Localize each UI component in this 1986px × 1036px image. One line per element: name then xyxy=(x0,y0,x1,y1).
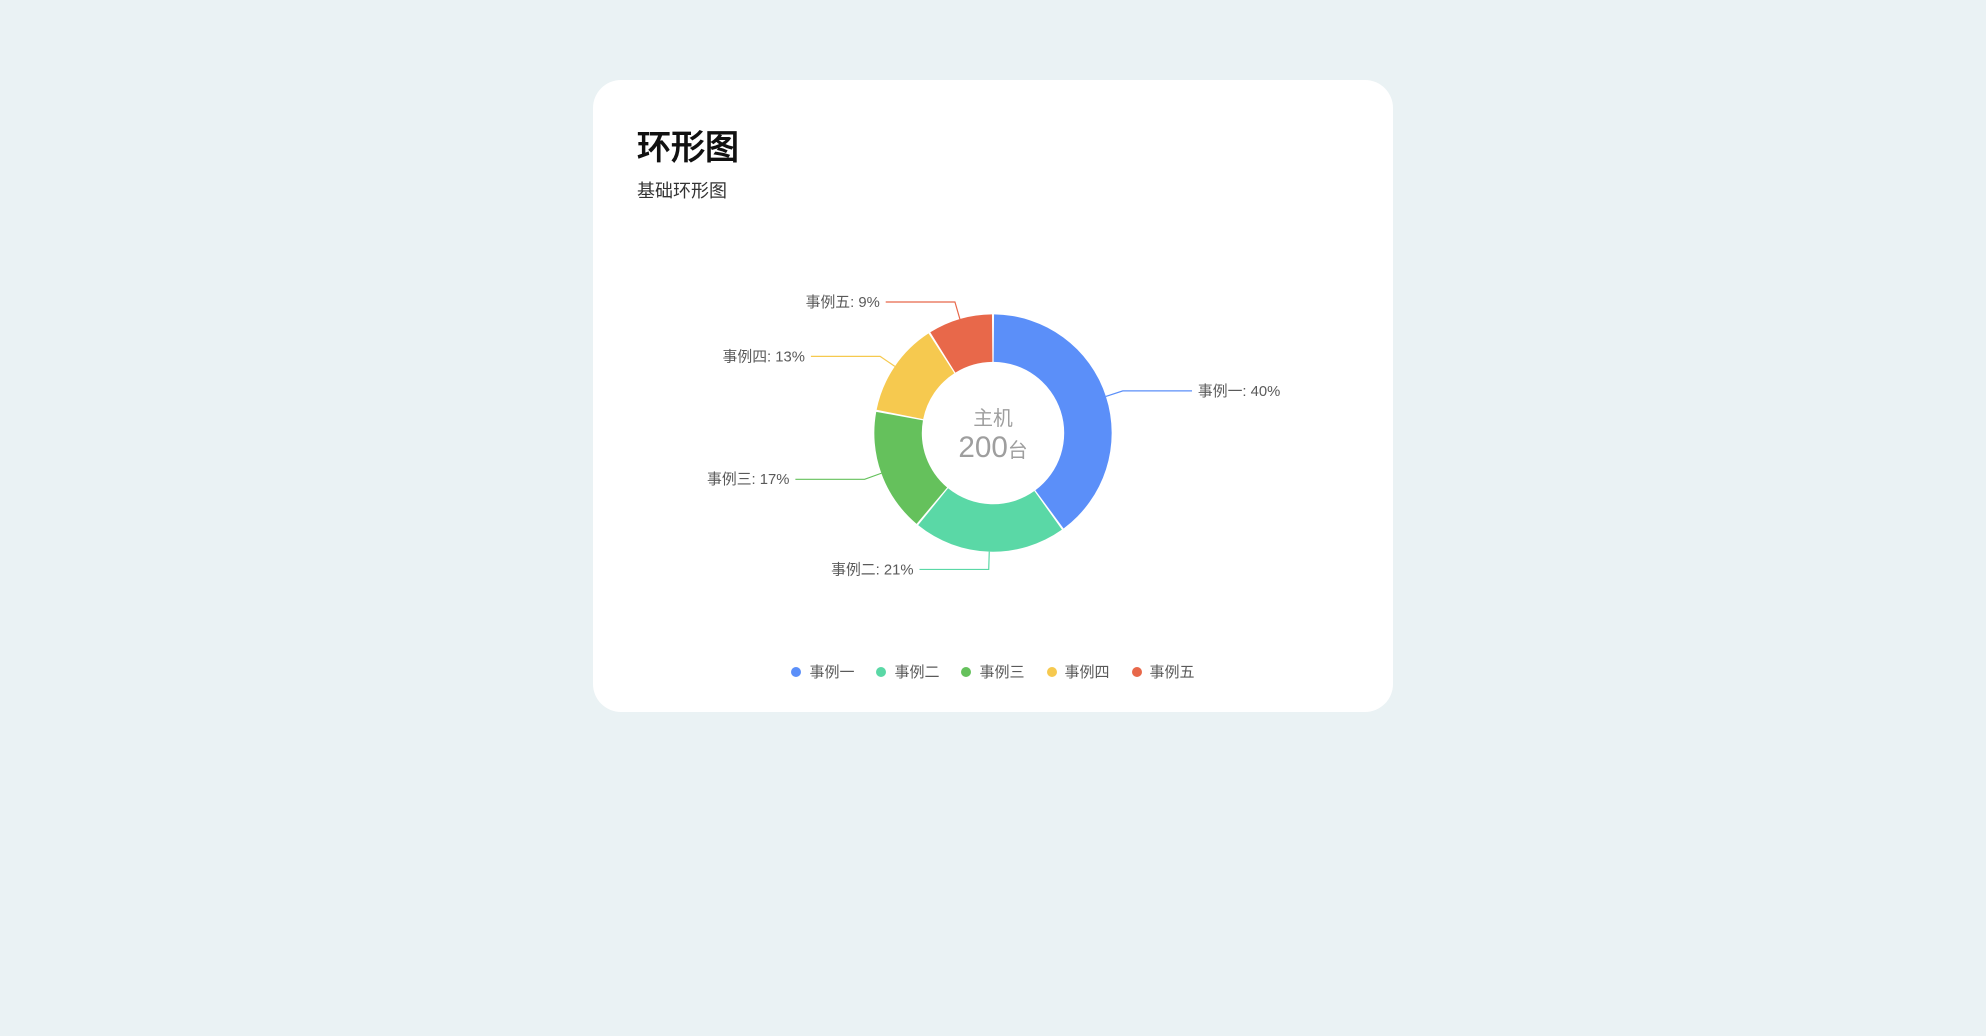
center-label-top: 主机 xyxy=(973,408,1013,430)
donut-chart: 事例一: 40%事例二: 21%事例三: 17%事例四: 13%事例五: 9% … xyxy=(637,223,1349,653)
leader-line xyxy=(811,356,895,366)
center-unit: 台 xyxy=(1008,440,1028,462)
legend-item[interactable]: 事例三 xyxy=(961,661,1024,682)
legend-label: 事例五 xyxy=(1150,661,1195,682)
legend-dot-icon xyxy=(961,667,971,677)
leader-line xyxy=(795,473,881,479)
legend: 事例一 事例二 事例三 事例四 事例五 xyxy=(637,661,1349,682)
center-number: 200 xyxy=(958,431,1007,464)
legend-label: 事例一 xyxy=(809,661,854,682)
slice-label: 事例五: 9% xyxy=(806,294,880,311)
chart-subtitle: 基础环形图 xyxy=(637,177,1349,203)
leader-line xyxy=(886,302,960,319)
center-label-value: 200台 xyxy=(958,431,1027,464)
legend-dot-icon xyxy=(876,667,886,677)
leader-line xyxy=(919,552,989,570)
legend-item[interactable]: 事例二 xyxy=(876,661,939,682)
legend-label: 事例二 xyxy=(894,661,939,682)
legend-label: 事例四 xyxy=(1065,661,1110,682)
legend-item[interactable]: 事例五 xyxy=(1132,661,1195,682)
legend-dot-icon xyxy=(1132,667,1142,677)
slice-label: 事例二: 21% xyxy=(831,561,913,578)
leader-line xyxy=(1106,391,1192,397)
slice-label: 事例一: 40% xyxy=(1198,383,1280,400)
chart-container: 事例一: 40%事例二: 21%事例三: 17%事例四: 13%事例五: 9% … xyxy=(637,223,1349,653)
legend-dot-icon xyxy=(791,667,801,677)
donut-slice[interactable] xyxy=(918,488,1062,551)
legend-item[interactable]: 事例四 xyxy=(1047,661,1110,682)
slice-label: 事例四: 13% xyxy=(723,348,805,365)
chart-title: 环形图 xyxy=(637,120,1349,169)
legend-item[interactable]: 事例一 xyxy=(791,661,854,682)
chart-card: 环形图 基础环形图 事例一: 40% 事例二: 21% 事例三: 17% 事例四: 1… xyxy=(593,80,1393,712)
legend-dot-icon xyxy=(1047,667,1057,677)
slice-label: 事例三: 17% xyxy=(707,471,789,488)
legend-label: 事例三 xyxy=(979,661,1024,682)
